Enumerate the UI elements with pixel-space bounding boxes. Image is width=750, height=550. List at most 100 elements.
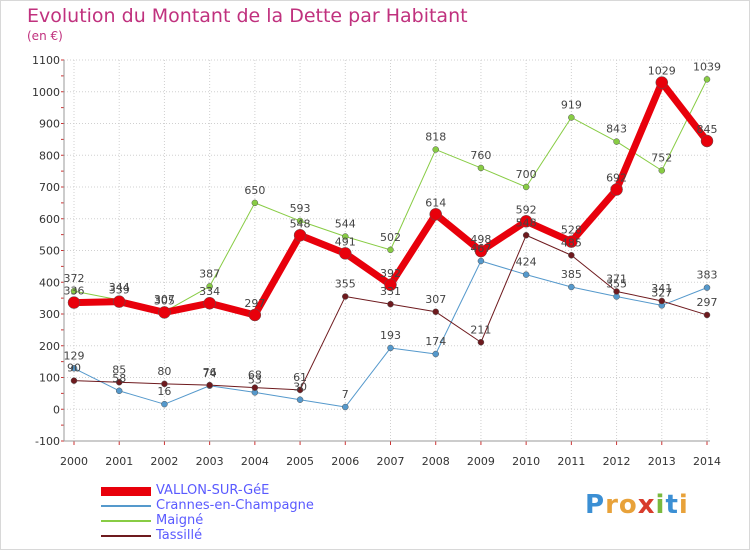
data-label: 752: [651, 151, 672, 164]
data-label: 80: [157, 365, 171, 378]
series-point: [206, 381, 213, 389]
legend-label: Crannes-en-Champagne: [156, 498, 314, 513]
series-point: [658, 167, 666, 174]
y-tick-label: 400: [39, 276, 60, 289]
data-label: 336: [64, 285, 85, 298]
data-label: 74: [203, 367, 217, 380]
x-tick-label: 2001: [105, 455, 133, 468]
series-point: [203, 296, 216, 310]
legend-item: Maigné: [101, 513, 361, 528]
series-point: [522, 271, 530, 278]
legend-swatch: [101, 486, 151, 496]
series-point: [432, 350, 439, 358]
data-label: 355: [335, 278, 356, 291]
x-tick-label: 2011: [557, 455, 585, 468]
data-label: 385: [561, 268, 582, 281]
series-point: [703, 76, 711, 83]
series-point: [112, 295, 126, 308]
data-label: 692: [606, 172, 627, 185]
series-point: [67, 296, 81, 309]
data-label: 424: [516, 256, 537, 269]
logo-letter: t: [665, 490, 679, 520]
data-label: 85: [112, 363, 126, 376]
data-label: 305: [154, 294, 175, 307]
series-point: [429, 208, 442, 221]
legend-swatch: [101, 535, 151, 537]
x-tick-label: 2002: [150, 455, 178, 468]
logo-letter: i: [678, 490, 689, 520]
x-tick-label: 2000: [60, 455, 88, 468]
series-point: [342, 293, 349, 300]
data-label: 129: [64, 349, 85, 362]
x-tick-label: 2014: [693, 455, 721, 468]
data-label: 90: [67, 362, 81, 375]
data-label: 593: [290, 202, 311, 215]
data-label: 650: [244, 184, 265, 197]
data-label: 297: [244, 297, 265, 310]
series-point: [251, 384, 259, 391]
logo-letter: o: [618, 490, 638, 520]
legend: VALLON-SUR-GéE Crannes-en-Champagne Maigné…: [101, 483, 361, 543]
data-label: 383: [697, 269, 718, 282]
y-tick-label: 1100: [32, 54, 60, 67]
data-label: 387: [199, 267, 220, 280]
x-tick-label: 2007: [377, 455, 405, 468]
data-label: 307: [425, 293, 446, 306]
data-label: 760: [470, 149, 491, 162]
series-point: [296, 217, 304, 225]
series-point: [161, 380, 168, 388]
series-point: [206, 283, 213, 290]
y-tick-label: 300: [39, 308, 60, 321]
data-label: 30: [293, 381, 307, 394]
x-tick-label: 2005: [286, 455, 314, 468]
series-point: [522, 183, 530, 191]
series-point: [613, 288, 620, 295]
data-label: 7: [342, 388, 349, 401]
series-point: [384, 278, 397, 292]
series-point: [251, 199, 259, 207]
series-point: [387, 344, 394, 352]
x-tick-label: 2008: [422, 455, 450, 468]
data-label: 919: [561, 98, 582, 111]
series-point: [339, 247, 352, 260]
data-label: 341: [651, 282, 672, 295]
y-tick-label: 700: [39, 181, 60, 194]
legend-item: Tassillé: [101, 528, 361, 543]
legend-label: Tassillé: [156, 528, 203, 543]
data-label: 392: [380, 267, 401, 280]
logo-letter: P: [585, 490, 606, 520]
data-label: 845: [697, 123, 718, 136]
data-label: 68: [248, 369, 262, 382]
data-label: 76: [203, 366, 217, 379]
legend-swatch: [101, 520, 151, 522]
data-label: 1039: [693, 60, 721, 73]
data-label: 498: [470, 233, 491, 246]
series-point: [161, 400, 168, 408]
data-label: 485: [561, 236, 582, 249]
series-point: [248, 308, 262, 322]
series-point: [115, 379, 123, 386]
data-label: 58: [112, 372, 126, 385]
y-tick-label: 0: [53, 403, 60, 416]
x-tick-label: 2010: [512, 455, 540, 468]
series-point: [658, 297, 666, 305]
x-tick-label: 2004: [241, 455, 269, 468]
series-point: [70, 377, 78, 384]
data-label: 502: [380, 231, 401, 244]
data-label: 467: [470, 242, 491, 255]
series-point: [342, 403, 349, 411]
series-point: [610, 183, 623, 196]
data-label: 297: [697, 296, 718, 309]
series-point: [519, 215, 533, 228]
data-label: 371: [606, 272, 627, 285]
legend-swatch: [101, 505, 151, 507]
series-point: [158, 306, 171, 319]
data-label: 548: [516, 216, 537, 229]
series-point: [477, 164, 485, 172]
data-label: 193: [380, 329, 401, 342]
series-point: [477, 257, 485, 265]
series-point: [522, 232, 530, 239]
data-label: 1029: [648, 65, 676, 78]
